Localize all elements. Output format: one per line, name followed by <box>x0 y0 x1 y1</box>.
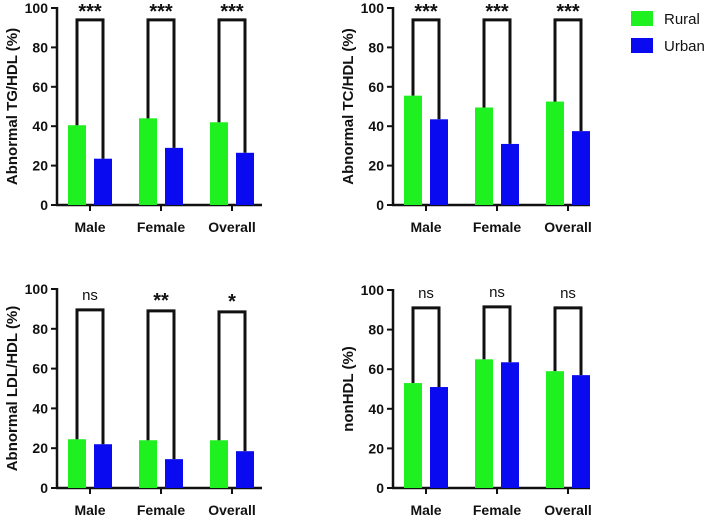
legend-swatch-rural <box>631 11 653 26</box>
x-tick-label: Female <box>137 219 185 235</box>
x-tick-label: Overall <box>208 502 255 515</box>
y-tick-label: 20 <box>368 440 384 456</box>
y-tick-label: 80 <box>368 39 384 55</box>
significance-label: * <box>228 291 236 313</box>
y-tick-label: 60 <box>32 361 48 377</box>
x-tick-label: Overall <box>544 219 591 235</box>
significance-bracket <box>553 306 583 376</box>
significance-bracket <box>146 18 176 148</box>
significance-bracket <box>553 18 583 132</box>
bar-urban-overall <box>572 131 590 205</box>
y-tick-label: 40 <box>368 118 384 134</box>
y-tick-label: 80 <box>368 322 384 338</box>
bar-urban-female <box>165 459 183 488</box>
x-tick-label: Overall <box>544 502 591 515</box>
bar-rural-overall <box>546 101 564 205</box>
legend-label-rural: Rural <box>664 11 700 28</box>
y-axis-label: Abnormal TC/HDL (%) <box>340 28 357 184</box>
bar-rural-female <box>475 107 493 205</box>
significance-bracket <box>75 308 105 445</box>
y-tick-label: 0 <box>40 197 48 213</box>
bar-urban-overall <box>236 152 254 205</box>
bar-rural-overall <box>210 122 228 205</box>
y-tick-label: 100 <box>25 0 49 16</box>
bar-rural-overall <box>546 371 564 488</box>
x-tick-label: Female <box>473 219 521 235</box>
bar-urban-female <box>501 143 519 205</box>
significance-bracket <box>411 306 441 388</box>
bar-urban-female <box>165 147 183 205</box>
y-tick-label: 20 <box>32 440 48 456</box>
significance-label: ns <box>418 285 434 302</box>
bar-urban-male <box>430 387 448 488</box>
y-tick-label: 40 <box>32 118 48 134</box>
bar-urban-male <box>94 444 112 488</box>
significance-label: ns <box>82 287 98 304</box>
bar-urban-overall <box>236 451 254 488</box>
significance-label: *** <box>149 1 173 23</box>
significance-label: *** <box>414 1 438 23</box>
bar-urban-female <box>501 362 519 488</box>
bar-urban-overall <box>572 375 590 488</box>
x-tick-label: Male <box>74 502 105 515</box>
y-tick-label: 100 <box>361 0 385 16</box>
y-tick-label: 80 <box>32 39 48 55</box>
bar-rural-female <box>139 118 157 205</box>
y-tick-label: 100 <box>25 281 49 297</box>
significance-label: *** <box>78 1 102 23</box>
y-tick-label: 100 <box>361 282 385 298</box>
bar-rural-female <box>475 359 493 488</box>
significance-bracket <box>482 305 512 363</box>
y-axis-label: Abnormal TG/HDL (%) <box>4 28 21 185</box>
x-tick-label: Male <box>410 502 441 515</box>
significance-label: *** <box>220 1 244 23</box>
y-axis-label: nonHDL (%) <box>340 346 357 432</box>
significance-bracket <box>217 18 247 153</box>
x-tick-label: Overall <box>208 219 255 235</box>
bar-urban-male <box>430 119 448 205</box>
y-tick-label: 40 <box>32 400 48 416</box>
significance-label: ns <box>489 284 505 301</box>
significance-bracket <box>482 18 512 144</box>
significance-label: *** <box>556 1 580 23</box>
x-tick-label: Female <box>473 502 521 515</box>
bar-rural-male <box>68 125 86 205</box>
significance-label: ** <box>153 290 169 312</box>
y-tick-label: 60 <box>368 79 384 95</box>
y-tick-label: 60 <box>368 361 384 377</box>
x-tick-label: Male <box>74 219 105 235</box>
x-tick-label: Male <box>410 219 441 235</box>
y-axis-label: Abnormal LDL/HDL (%) <box>4 306 21 472</box>
y-tick-label: 40 <box>368 401 384 417</box>
y-tick-label: 0 <box>40 480 48 496</box>
legend-swatch-urban <box>631 38 653 53</box>
bar-rural-male <box>68 439 86 488</box>
legend-label-urban: Urban <box>664 38 705 55</box>
significance-bracket <box>411 18 441 120</box>
y-tick-label: 0 <box>376 480 384 496</box>
significance-label: ns <box>560 285 576 302</box>
bar-rural-female <box>139 440 157 488</box>
y-tick-label: 60 <box>32 79 48 95</box>
significance-bracket <box>217 310 247 452</box>
significance-bracket <box>146 309 176 460</box>
bar-rural-overall <box>210 440 228 488</box>
y-tick-label: 0 <box>376 197 384 213</box>
bar-rural-male <box>404 95 422 205</box>
y-tick-label: 80 <box>32 321 48 337</box>
bar-rural-male <box>404 383 422 488</box>
y-tick-label: 20 <box>368 158 384 174</box>
panel-4: 0 20 40 60 80 100 nonHDL (%) Male ns Female ns Over… <box>340 282 592 518</box>
y-tick-label: 20 <box>32 158 48 174</box>
x-tick-label: Female <box>137 502 185 515</box>
legend: Rural Urban <box>631 11 705 55</box>
significance-bracket <box>75 18 105 159</box>
significance-label: *** <box>485 1 509 23</box>
bar-urban-male <box>94 158 112 205</box>
